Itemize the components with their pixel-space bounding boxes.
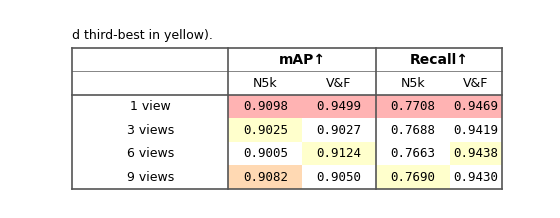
Text: 0.9027: 0.9027 xyxy=(316,124,362,137)
Text: 0.9082: 0.9082 xyxy=(243,171,288,184)
Bar xyxy=(228,142,302,165)
Bar xyxy=(450,118,502,142)
Bar xyxy=(376,142,450,165)
Bar xyxy=(376,165,450,189)
Text: 0.9025: 0.9025 xyxy=(243,124,288,137)
Text: 9 views: 9 views xyxy=(127,171,174,184)
Bar xyxy=(450,95,502,118)
Text: 0.9098: 0.9098 xyxy=(243,100,288,113)
Text: 0.9438: 0.9438 xyxy=(453,147,498,160)
Text: 0.7663: 0.7663 xyxy=(390,147,435,160)
Text: 0.7690: 0.7690 xyxy=(390,171,435,184)
Bar xyxy=(228,118,302,142)
Text: 3 views: 3 views xyxy=(127,124,174,137)
Text: 0.9430: 0.9430 xyxy=(453,171,498,184)
Bar xyxy=(376,95,450,118)
Text: 0.9469: 0.9469 xyxy=(453,100,498,113)
Bar xyxy=(302,95,376,118)
Bar xyxy=(450,165,502,189)
Text: 0.9050: 0.9050 xyxy=(316,171,362,184)
Text: V&F: V&F xyxy=(463,77,488,90)
Text: 0.9419: 0.9419 xyxy=(453,124,498,137)
Text: Recall↑: Recall↑ xyxy=(409,53,468,67)
Bar xyxy=(228,165,302,189)
Text: N5k: N5k xyxy=(400,77,425,90)
Text: 0.9124: 0.9124 xyxy=(316,147,362,160)
Bar xyxy=(302,118,376,142)
Text: 0.9499: 0.9499 xyxy=(316,100,362,113)
Bar xyxy=(376,118,450,142)
Text: 0.7708: 0.7708 xyxy=(390,100,435,113)
Bar xyxy=(228,95,302,118)
Text: 6 views: 6 views xyxy=(127,147,174,160)
Bar xyxy=(302,165,376,189)
Text: V&F: V&F xyxy=(326,77,352,90)
Text: 1 view: 1 view xyxy=(130,100,171,113)
Text: 0.9005: 0.9005 xyxy=(243,147,288,160)
Text: 0.7688: 0.7688 xyxy=(390,124,435,137)
Text: N5k: N5k xyxy=(253,77,278,90)
Text: mAP↑: mAP↑ xyxy=(279,53,326,67)
Bar xyxy=(302,142,376,165)
Text: d third-best in yellow).: d third-best in yellow). xyxy=(72,29,213,42)
Bar xyxy=(450,142,502,165)
